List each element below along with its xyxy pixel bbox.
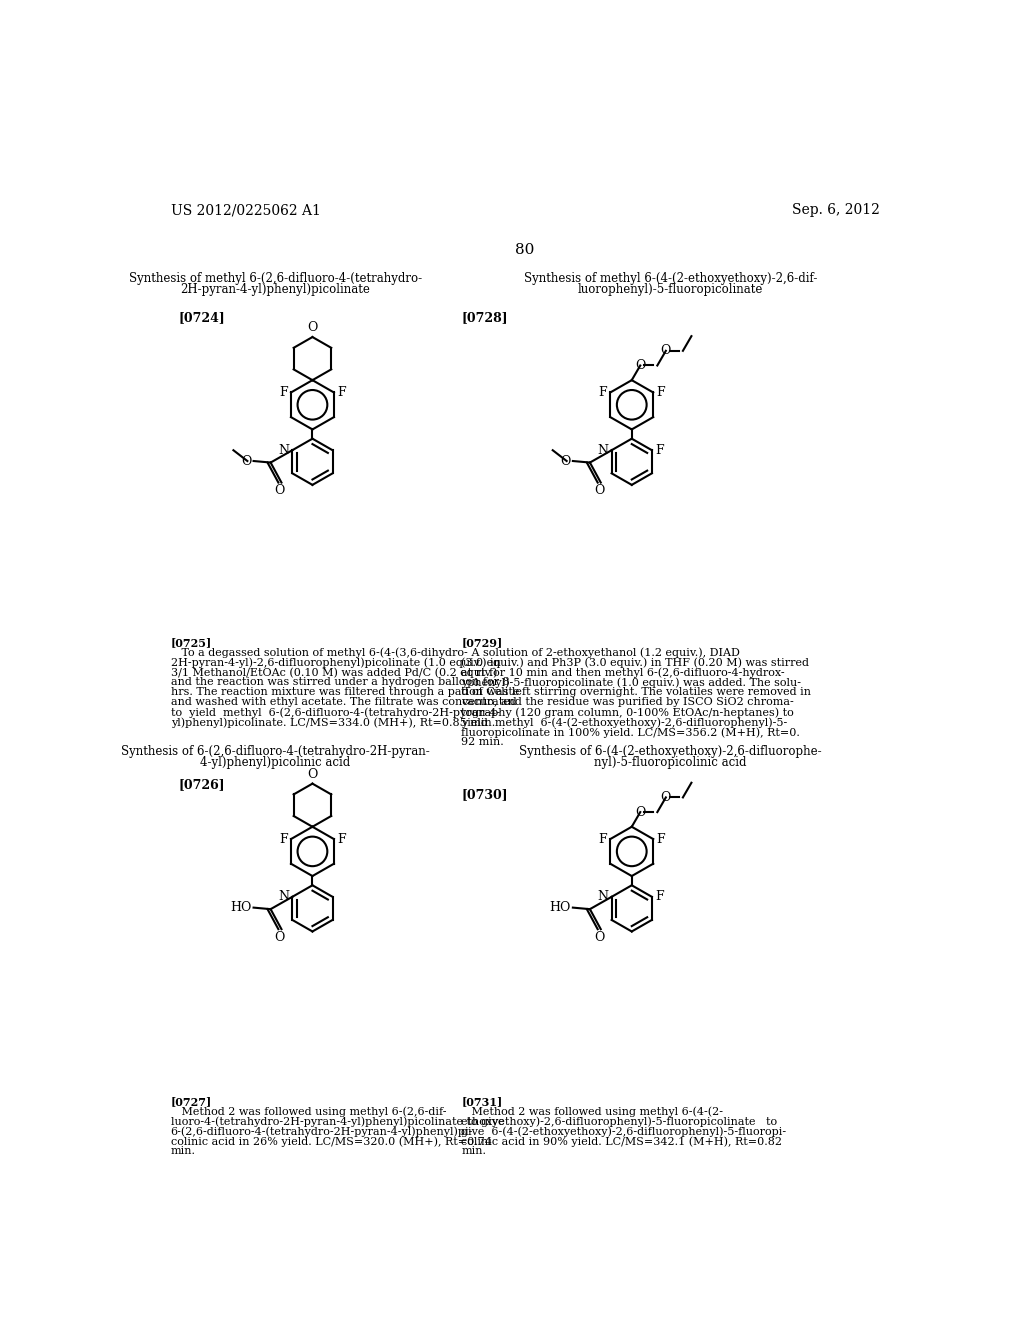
Text: tography (120 gram column, 0-100% EtOAc/n-heptanes) to: tography (120 gram column, 0-100% EtOAc/… [461, 708, 794, 718]
Text: luorophenyl)-5-fluoropicolinate: luorophenyl)-5-fluoropicolinate [578, 284, 763, 296]
Text: Sep. 6, 2012: Sep. 6, 2012 [792, 203, 880, 216]
Text: 2H-pyran-4-yl)phenyl)picolinate: 2H-pyran-4-yl)phenyl)picolinate [180, 284, 371, 296]
Text: give  6-(4-(2-ethoxyethoxy)-2,6-difluorophenyl)-5-fluoropi-: give 6-(4-(2-ethoxyethoxy)-2,6-difluorop… [461, 1126, 786, 1137]
Text: [0731]: [0731] [461, 1096, 503, 1107]
Text: F: F [655, 890, 664, 903]
Text: 80: 80 [515, 243, 535, 257]
Text: 4-yl)phenyl)picolinic acid: 4-yl)phenyl)picolinic acid [200, 756, 350, 770]
Text: F: F [599, 385, 607, 399]
Text: yphenyl)-5-fluoropicolinate (1.0 equiv.) was added. The solu-: yphenyl)-5-fluoropicolinate (1.0 equiv.)… [461, 677, 801, 688]
Text: Synthesis of methyl 6-(2,6-difluoro-4-(tetrahydro-: Synthesis of methyl 6-(2,6-difluoro-4-(t… [129, 272, 422, 285]
Text: HO: HO [549, 902, 570, 915]
Text: yield  methyl  6-(4-(2-ethoxyethoxy)-2,6-difluorophenyl)-5-: yield methyl 6-(4-(2-ethoxyethoxy)-2,6-d… [461, 718, 787, 729]
Text: F: F [337, 833, 346, 846]
Text: O: O [660, 791, 671, 804]
Text: ethoxyethoxy)-2,6-difluorophenyl)-5-fluoropicolinate   to: ethoxyethoxy)-2,6-difluorophenyl)-5-fluo… [461, 1117, 777, 1127]
Text: O: O [594, 484, 604, 498]
Text: F: F [656, 833, 665, 846]
Text: F: F [656, 385, 665, 399]
Text: nyl)-5-fluoropicolinic acid: nyl)-5-fluoropicolinic acid [594, 756, 746, 770]
Text: F: F [280, 385, 288, 399]
Text: To a degassed solution of methyl 6-(4-(3,6-dihydro-: To a degassed solution of methyl 6-(4-(3… [171, 647, 467, 657]
Text: [0728]: [0728] [461, 312, 508, 323]
Text: O: O [560, 454, 570, 467]
Text: fluoropicolinate in 100% yield. LC/MS=356.2 (M+H), Rt=0.: fluoropicolinate in 100% yield. LC/MS=35… [461, 727, 800, 738]
Text: Method 2 was followed using methyl 6-(4-(2-: Method 2 was followed using methyl 6-(4-… [461, 1106, 723, 1117]
Text: N: N [279, 444, 289, 457]
Text: [0727]: [0727] [171, 1096, 212, 1107]
Text: yl)phenyl)picolinate. LC/MS=334.0 (MH+), Rt=0.85 min.: yl)phenyl)picolinate. LC/MS=334.0 (MH+),… [171, 718, 495, 729]
Text: 3/1 Methanol/EtOAc (0.10 M) was added Pd/C (0.2 equiv.): 3/1 Methanol/EtOAc (0.10 M) was added Pd… [171, 668, 497, 678]
Text: at rt for 10 min and then methyl 6-(2,6-difluoro-4-hydrox-: at rt for 10 min and then methyl 6-(2,6-… [461, 668, 784, 678]
Text: Synthesis of 6-(2,6-difluoro-4-(tetrahydro-2H-pyran-: Synthesis of 6-(2,6-difluoro-4-(tetrahyd… [121, 744, 430, 758]
Text: vacuo, and the residue was purified by ISCO SiO2 chroma-: vacuo, and the residue was purified by I… [461, 697, 794, 708]
Text: O: O [241, 454, 251, 467]
Text: min.: min. [171, 1146, 196, 1156]
Text: O: O [660, 345, 671, 358]
Text: O: O [274, 484, 285, 498]
Text: 92 min.: 92 min. [461, 738, 504, 747]
Text: O: O [635, 805, 645, 818]
Text: N: N [598, 444, 608, 457]
Text: to  yield  methyl  6-(2,6-difluoro-4-(tetrahydro-2H-pyran-4-: to yield methyl 6-(2,6-difluoro-4-(tetra… [171, 708, 500, 718]
Text: HO: HO [229, 902, 251, 915]
Text: [0724]: [0724] [178, 312, 225, 323]
Text: O: O [307, 321, 317, 334]
Text: A solution of 2-ethoxyethanol (1.2 equiv.), DIAD: A solution of 2-ethoxyethanol (1.2 equiv… [461, 647, 740, 657]
Text: Synthesis of 6-(4-(2-ethoxyethoxy)-2,6-difluorophe-: Synthesis of 6-(4-(2-ethoxyethoxy)-2,6-d… [519, 744, 822, 758]
Text: O: O [307, 767, 317, 780]
Text: luoro-4-(tetrahydro-2H-pyran-4-yl)phenyl)picolinate to give: luoro-4-(tetrahydro-2H-pyran-4-yl)phenyl… [171, 1117, 504, 1127]
Text: Method 2 was followed using methyl 6-(2,6-dif-: Method 2 was followed using methyl 6-(2,… [171, 1106, 446, 1117]
Text: N: N [279, 890, 289, 903]
Text: F: F [280, 833, 288, 846]
Text: [0730]: [0730] [461, 788, 508, 801]
Text: Synthesis of methyl 6-(4-(2-ethoxyethoxy)-2,6-dif-: Synthesis of methyl 6-(4-(2-ethoxyethoxy… [524, 272, 817, 285]
Text: F: F [337, 385, 346, 399]
Text: (3.0 equiv.) and Ph3P (3.0 equiv.) in THF (0.20 M) was stirred: (3.0 equiv.) and Ph3P (3.0 equiv.) in TH… [461, 657, 809, 668]
Text: hrs. The reaction mixture was filtered through a pad of Celite: hrs. The reaction mixture was filtered t… [171, 688, 519, 697]
Text: tion was left stirring overnight. The volatiles were removed in: tion was left stirring overnight. The vo… [461, 688, 811, 697]
Text: F: F [655, 444, 664, 457]
Text: 2H-pyran-4-yl)-2,6-difluorophenyl)picolinate (1.0 equiv.) in: 2H-pyran-4-yl)-2,6-difluorophenyl)picoli… [171, 657, 501, 668]
Text: and washed with ethyl acetate. The filtrate was concentrated: and washed with ethyl acetate. The filtr… [171, 697, 516, 708]
Text: [0725]: [0725] [171, 638, 212, 648]
Text: 6-(2,6-difluoro-4-(tetrahydro-2H-pyran-4-yl)phenyl)pi-: 6-(2,6-difluoro-4-(tetrahydro-2H-pyran-4… [171, 1126, 473, 1137]
Text: and the reaction was stirred under a hydrogen balloon for 8: and the reaction was stirred under a hyd… [171, 677, 509, 688]
Text: O: O [274, 931, 285, 944]
Text: colinic acid in 90% yield. LC/MS=342.1 (M+H), Rt=0.82: colinic acid in 90% yield. LC/MS=342.1 (… [461, 1137, 782, 1147]
Text: min.: min. [461, 1146, 486, 1156]
Text: [0729]: [0729] [461, 638, 503, 648]
Text: [0726]: [0726] [178, 779, 225, 791]
Text: O: O [635, 359, 645, 372]
Text: N: N [598, 890, 608, 903]
Text: O: O [594, 931, 604, 944]
Text: US 2012/0225062 A1: US 2012/0225062 A1 [171, 203, 321, 216]
Text: F: F [599, 833, 607, 846]
Text: colinic acid in 26% yield. LC/MS=320.0 (MH+), Rt=0.74: colinic acid in 26% yield. LC/MS=320.0 (… [171, 1137, 492, 1147]
